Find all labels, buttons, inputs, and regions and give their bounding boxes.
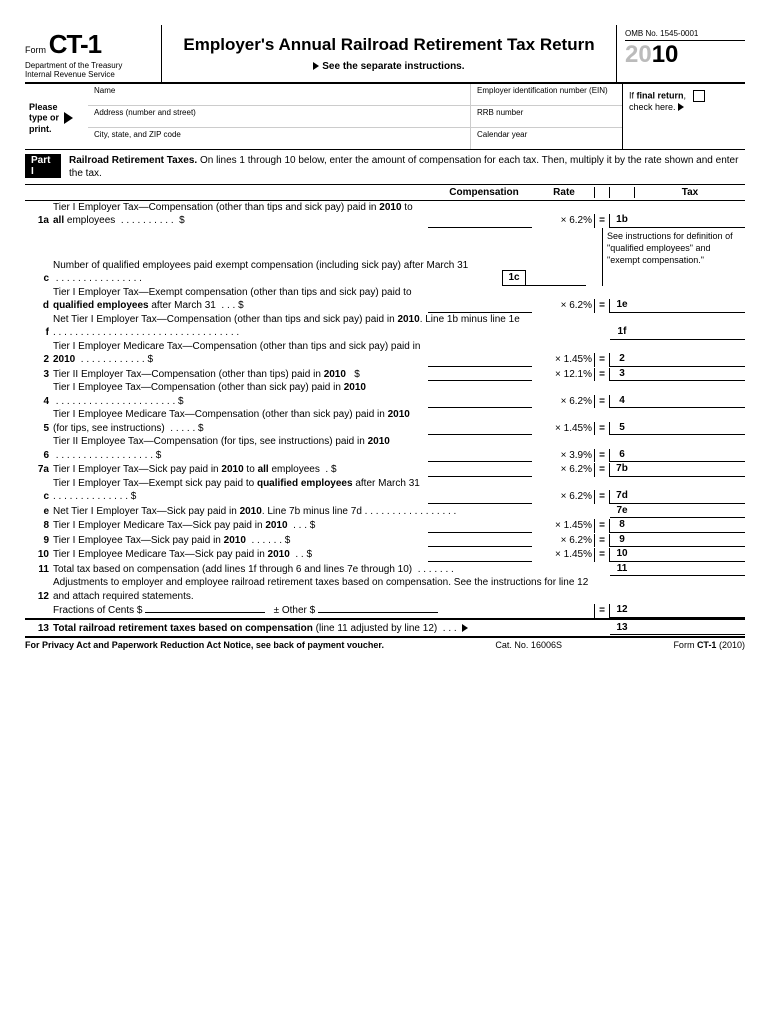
line-7a: 7a Tier I Employer Tax—Sick pay paid in … xyxy=(25,462,745,477)
line-8: 8 Tier I Employer Medicare Tax—Sick pay … xyxy=(25,518,745,533)
line-1d: d Tier I Employer Tax—Exempt compensatio… xyxy=(25,286,745,313)
tax-10[interactable] xyxy=(634,561,745,562)
calendar-field[interactable]: Calendar year xyxy=(471,128,622,149)
line-9: 9 Tier I Employee Tax—Sick pay paid in 2… xyxy=(25,533,745,548)
col-tax: Tax xyxy=(634,187,745,198)
form-label: Form xyxy=(25,45,46,55)
tax-11[interactable] xyxy=(634,575,745,576)
form-subtitle: See the separate instructions. xyxy=(172,61,606,72)
info-section: Please type or print. Name Employer iden… xyxy=(25,84,745,150)
form-title: Employer's Annual Railroad Retirement Ta… xyxy=(172,35,606,55)
part-1-header: Part I Railroad Retirement Taxes. On lin… xyxy=(25,150,745,185)
please-print: Please type or print. xyxy=(25,84,88,149)
line-7c: c Tier I Employer Tax—Exempt sick pay pa… xyxy=(25,477,745,504)
tax-5[interactable] xyxy=(634,434,745,435)
line-1c: c Number of qualified employees paid exe… xyxy=(25,228,745,286)
line-10: 10 Tier I Employee Medicare Tax—Sick pay… xyxy=(25,547,745,562)
line-11: 11 Total tax based on compensation (add … xyxy=(25,562,745,577)
comp-10[interactable] xyxy=(428,561,532,562)
comp-8[interactable] xyxy=(428,532,532,533)
comp-5[interactable] xyxy=(428,434,532,435)
comp-7c[interactable] xyxy=(428,503,532,504)
fractions-input[interactable] xyxy=(145,612,265,613)
line-12: Fractions of Cents $ ± Other $ = 12 xyxy=(25,603,745,618)
comp-4[interactable] xyxy=(428,407,532,408)
line-4: 4 Tier I Employee Tax—Compensation (othe… xyxy=(25,381,745,408)
col-compensation: Compensation xyxy=(434,187,534,198)
comp-2[interactable] xyxy=(428,366,532,367)
other-input[interactable] xyxy=(318,612,438,613)
final-return-checkbox[interactable] xyxy=(693,90,705,102)
header-center: Employer's Annual Railroad Retirement Ta… xyxy=(162,25,616,82)
tax-form: Form CT-1 Department of the TreasuryInte… xyxy=(25,25,745,650)
line-3: 3 Tier II Employer Tax—Compensation (oth… xyxy=(25,367,745,382)
tax-9[interactable] xyxy=(634,546,745,547)
line-12-desc: 12 Adjustments to employer and employee … xyxy=(25,576,745,603)
city-field[interactable]: City, state, and ZIP code xyxy=(88,128,471,149)
part-badge: Part I xyxy=(25,154,61,178)
side-instructions: See instructions for definition of "qual… xyxy=(602,228,745,286)
tax-12[interactable] xyxy=(634,617,745,618)
comp-6[interactable] xyxy=(428,461,532,462)
tax-3[interactable] xyxy=(634,380,745,381)
tax-13[interactable] xyxy=(634,634,745,635)
omb-number: OMB No. 1545-0001 xyxy=(625,29,745,41)
tax-1e[interactable] xyxy=(634,312,745,313)
form-header: Form CT-1 Department of the TreasuryInte… xyxy=(25,25,745,84)
count-1c[interactable] xyxy=(526,285,586,286)
tax-8[interactable] xyxy=(634,532,745,533)
info-fields: Name Employer identification number (EIN… xyxy=(88,84,622,149)
line-7e: e Net Tier I Employer Tax—Sick pay paid … xyxy=(25,504,745,519)
tax-4[interactable] xyxy=(634,407,745,408)
tax-year: 2010 xyxy=(625,41,745,69)
col-rate: Rate xyxy=(534,187,594,198)
comp-7a[interactable] xyxy=(428,476,532,477)
ein-field[interactable]: Employer identification number (EIN) xyxy=(471,84,622,105)
comp-3[interactable] xyxy=(428,380,532,381)
form-footer: For Privacy Act and Paperwork Reduction … xyxy=(25,636,745,650)
line-2: 2 Tier I Employer Medicare Tax—Compensat… xyxy=(25,340,745,367)
arrow-icon xyxy=(64,112,73,124)
comp-1a[interactable] xyxy=(428,227,532,228)
tax-7b[interactable] xyxy=(634,476,745,477)
tax-1f[interactable] xyxy=(634,339,745,340)
line-6: 6 Tier II Employee Tax—Compensation (for… xyxy=(25,435,745,462)
rrb-field[interactable]: RRB number xyxy=(471,106,622,127)
tax-2[interactable] xyxy=(634,366,745,367)
arrow-icon xyxy=(678,103,684,111)
address-field[interactable]: Address (number and street) xyxy=(88,106,471,127)
tax-6[interactable] xyxy=(634,461,745,462)
tax-7e[interactable] xyxy=(634,517,745,518)
header-left: Form CT-1 Department of the TreasuryInte… xyxy=(25,25,162,82)
header-right: OMB No. 1545-0001 2010 xyxy=(616,25,745,82)
arrow-icon xyxy=(313,62,319,70)
department: Department of the TreasuryInternal Reven… xyxy=(25,62,155,80)
column-headers: Compensation Rate Tax xyxy=(25,185,745,201)
name-field[interactable]: Name xyxy=(88,84,471,105)
footer-mid: Cat. No. 16006S xyxy=(495,640,562,650)
comp-9[interactable] xyxy=(428,546,532,547)
part-text: Railroad Retirement Taxes. On lines 1 th… xyxy=(69,154,745,180)
line-1a: 1a Tier I Employer Tax—Compensation (oth… xyxy=(25,201,745,228)
footer-right: Form CT-1 (2010) xyxy=(673,640,745,650)
line-5: 5 Tier I Employee Medicare Tax—Compensat… xyxy=(25,408,745,435)
final-return: If final return, check here. xyxy=(622,84,745,149)
tax-7d[interactable] xyxy=(634,503,745,504)
line-13: 13 Total railroad retirement taxes based… xyxy=(25,618,745,636)
arrow-icon xyxy=(462,624,468,632)
footer-left: For Privacy Act and Paperwork Reduction … xyxy=(25,640,384,650)
form-code: CT-1 xyxy=(49,29,101,59)
line-1f: f Net Tier I Employer Tax—Compensation (… xyxy=(25,313,745,340)
